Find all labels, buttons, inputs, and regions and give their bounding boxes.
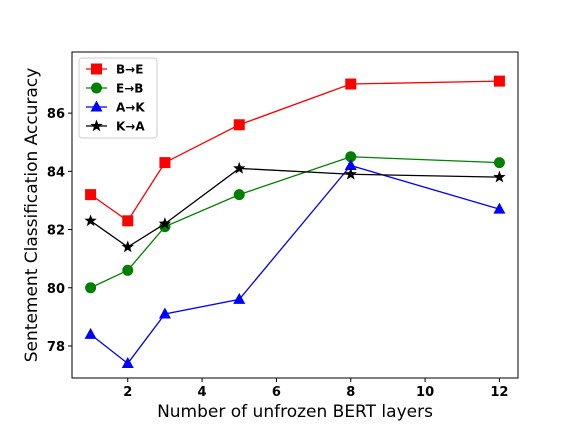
- x-tick-label-5: 12: [490, 385, 508, 400]
- series-1: [85, 151, 505, 294]
- legend-marker-3: [90, 119, 103, 132]
- point-1-1: [122, 264, 134, 276]
- point-1-3: [233, 189, 245, 201]
- x-tick-label-1: 4: [198, 385, 207, 400]
- y-tick-label-2: 82: [47, 224, 65, 239]
- point-2-2: [158, 307, 171, 319]
- series-2: [84, 159, 506, 368]
- legend-label-1: E→B: [116, 82, 143, 96]
- series-line-1: [90, 156, 500, 289]
- legend-marker-1: [91, 82, 102, 94]
- point-0-5: [493, 75, 505, 87]
- series-line-0: [90, 80, 500, 222]
- legend: B→E E→B A→K K→A: [78, 57, 158, 139]
- legend-label-0: B→E: [116, 63, 143, 77]
- legend-box: [78, 57, 158, 139]
- point-1-4: [345, 151, 357, 163]
- y-axis-label: Sentement Classification Accuracy: [22, 68, 42, 363]
- plot-frame: [71, 51, 519, 379]
- legend-item-0: B→E: [86, 63, 143, 77]
- point-2-3: [233, 292, 246, 304]
- y-tick-label-1: 80: [47, 282, 65, 297]
- point-3-4: [344, 167, 357, 180]
- series-line-3: [90, 167, 500, 248]
- legend-label-3: K→A: [116, 120, 145, 134]
- point-3-5: [493, 170, 506, 183]
- axis-ticks: 2 4 6 8 10 12 78 80 82 84 86: [47, 107, 509, 400]
- y-tick-label-0: 78: [47, 340, 65, 355]
- point-1-0: [85, 282, 97, 294]
- point-0-1: [122, 215, 134, 227]
- legend-item-3: K→A: [86, 119, 145, 134]
- point-0-3: [233, 119, 245, 131]
- x-tick-label-2: 6: [272, 385, 281, 400]
- point-1-5: [493, 157, 505, 169]
- point-3-0: [84, 214, 97, 227]
- x-tick-label-4: 10: [416, 385, 434, 400]
- point-2-5: [493, 202, 506, 214]
- series-3: [84, 161, 506, 253]
- x-tick-label-3: 8: [346, 385, 355, 400]
- point-3-1: [121, 240, 134, 253]
- legend-marker-2: [90, 100, 103, 112]
- legend-item-2: A→K: [86, 100, 145, 115]
- x-axis-label: Number of unfrozen BERT layers: [157, 402, 433, 422]
- legend-marker-0: [91, 63, 102, 75]
- point-0-2: [159, 157, 171, 169]
- point-3-2: [158, 217, 172, 229]
- point-2-1: [121, 356, 134, 368]
- point-0-4: [345, 78, 357, 90]
- plot-marks: [84, 75, 506, 368]
- point-0-0: [85, 189, 97, 201]
- point-2-0: [84, 327, 97, 339]
- y-tick-label-4: 86: [47, 107, 65, 122]
- y-tick-label-3: 84: [47, 165, 65, 180]
- point-3-3: [233, 161, 246, 174]
- series-line-2: [90, 164, 500, 365]
- legend-item-1: E→B: [86, 82, 143, 96]
- legend-label-2: A→K: [116, 101, 145, 115]
- x-tick-label-0: 2: [123, 385, 132, 400]
- series-0: [85, 75, 505, 227]
- point-2-4: [344, 159, 357, 171]
